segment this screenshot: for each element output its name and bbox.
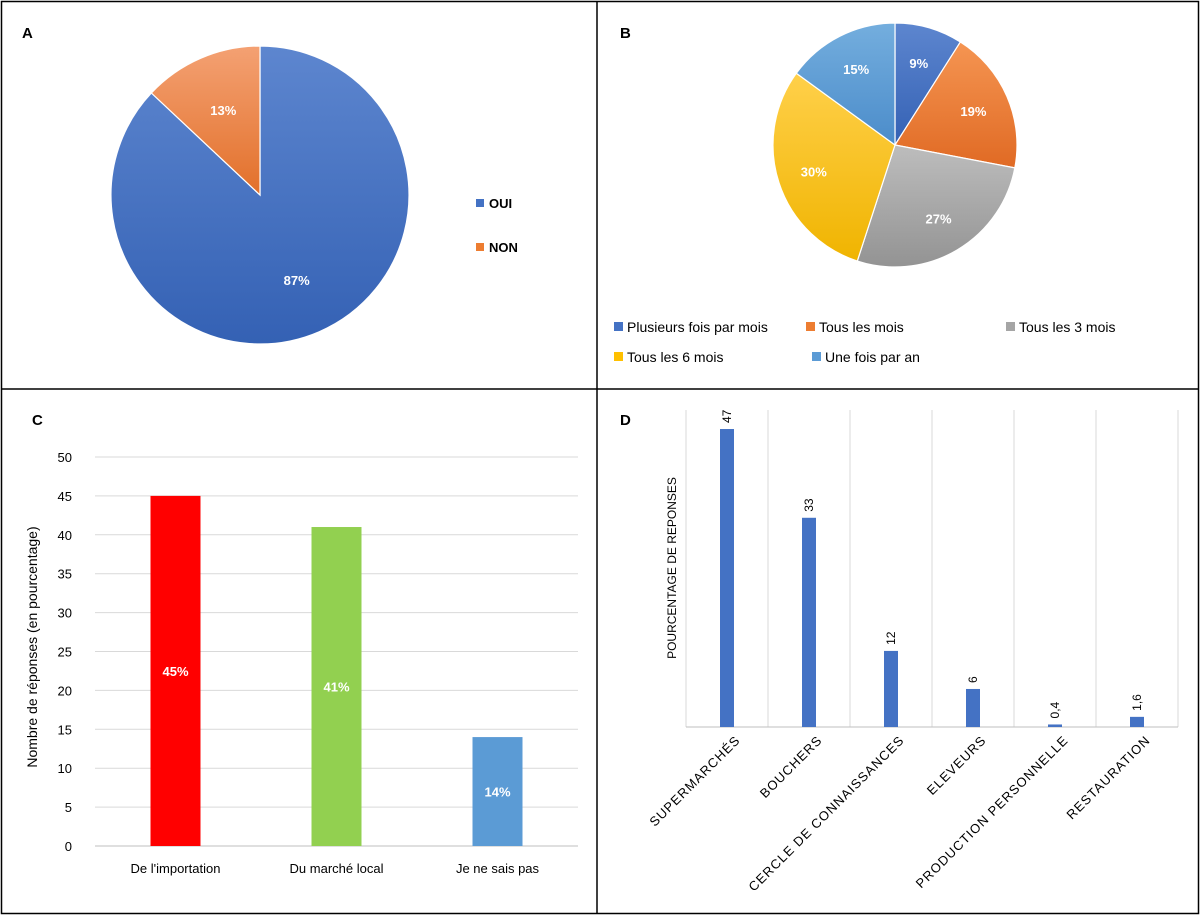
panel-d-x-tick-2: CERCLE DE CONNAISSANCES [745,733,907,895]
panel-d-bar-0 [720,429,734,727]
panel-d-bar-5 [1130,716,1144,727]
panel-c-x-tick-0: De l'importation [131,861,221,876]
legend-a-oui-label: OUI [489,196,512,211]
legend-b-label-1: Tous les mois [819,319,904,335]
panel-d-value-label-3: 6 [966,676,980,683]
panel-d-value-label-1: 33 [802,498,816,512]
pie-b-slice-une-fois-par-an [795,22,896,147]
panel-c-bar-chart: 0 5 10 15 20 25 30 35 40 45 50 45% 41% 14% De l'impo… [24,450,578,876]
legend-b-label-4: Une fois par an [825,349,920,365]
pie-b-data-label-2: 27% [925,212,951,227]
panel-d-value-label-4: 0,4 [1048,701,1062,718]
panel-d-bar-2 [884,650,898,727]
panel-c-y-tick-25: 25 [58,645,72,660]
panel-c-y-tick-50: 50 [58,450,72,465]
pie-b-slice-tous-les-mois [894,41,1018,169]
panel-c-bar-0 [150,495,201,846]
panel-c-y-tick-35: 35 [58,567,72,582]
panel-c-x-tick-1: Du marché local [290,861,384,876]
panel-c-y-tick-40: 40 [58,528,72,543]
panel-a-legend: OUI NON [476,196,518,255]
panel-d-value-label-5: 1,6 [1130,694,1144,711]
panel-letter-d: D [620,412,631,429]
panel-c-y-tick-15: 15 [58,722,72,737]
panel-d-x-tick-3: ELEVEURS [924,733,989,798]
pie-b-data-label-3: 30% [801,164,827,179]
panel-c-y-tick-20: 20 [58,683,72,698]
legend-b-swatch-0 [614,322,623,331]
panel-b-legend: Plusieurs fois par mois Tous les mois To… [614,319,1115,365]
pie-b-slice-tous-les-3-mois [856,144,1016,268]
pie-b-data-label-1: 19% [960,104,986,119]
pie-a-data-label-1: 13% [210,103,236,118]
panel-d-bar-4 [1048,724,1062,727]
legend-b-label-0: Plusieurs fois par mois [627,319,768,335]
pie-a-slice-oui [110,45,410,345]
panel-c-y-tick-30: 30 [58,606,72,621]
panel-c-x-tick-2: Je ne sais pas [456,861,540,876]
panel-c-bar-2 [472,737,523,846]
panel-d-x-tick-1: BOUCHERS [757,733,825,801]
panel-c-y-tick-45: 45 [58,489,72,504]
panel-d-bar-1 [802,517,816,727]
pie-b-slice-tous-les-6-mois [772,72,896,262]
panel-d-x-tick-4: PRODUCTION PERSONNELLE [913,733,1071,891]
panel-c-bar-label-0: 45% [162,664,188,679]
pie-b-data-label-0: 9% [909,56,928,71]
legend-b-swatch-2 [1006,322,1015,331]
legend-b-label-2: Tous les 3 mois [1019,319,1115,335]
legend-b-swatch-4 [812,352,821,361]
panel-c-y-tick-5: 5 [65,800,72,815]
panel-c-y-axis-title: Nombre de réponses (en pourcentage) [24,526,40,767]
panel-d-value-label-2: 12 [884,631,898,645]
legend-b-swatch-1 [806,322,815,331]
legend-a-non-swatch [476,243,484,251]
legend-a-oui-swatch [476,199,484,207]
panel-d-value-label-0: 47 [720,409,734,423]
pie-a-slice-non [150,45,261,197]
pie-b-data-label-4: 15% [843,62,869,77]
legend-b-label-3: Tous les 6 mois [627,349,723,365]
panel-a-pie-chart: 87% 13% OUI NON [110,45,518,345]
panel-c-bar-label-1: 41% [323,680,349,695]
panel-letter-a: A [22,25,33,42]
panel-d-x-tick-0: SUPERMARCHÉS [646,733,743,830]
panel-letter-c: C [32,412,43,429]
panel-d-bar-3 [966,688,980,727]
legend-b-swatch-3 [614,352,623,361]
pie-a-data-label-0: 87% [284,273,310,288]
panel-c-y-tick-0: 0 [65,839,72,854]
panel-d-x-tick-5: RESTAURATION [1063,733,1153,823]
legend-a-non-label: NON [489,240,518,255]
panel-b-pie-chart: 9% 19% 27% 30% 15% Plusieurs fois par mois T… [614,22,1115,365]
panel-c-bar-1 [311,527,362,846]
panel-d-bar-chart: 47 33 12 6 0,4 1,6 SUPERMARCHÉS BOUCHERSCERCLE… [646,409,1179,895]
panel-d-y-axis-title: POURCENTAGE DE REPONSES [665,477,679,659]
panel-letter-b: B [620,25,631,42]
panel-c-y-tick-10: 10 [58,761,72,776]
panel-c-bar-label-2: 14% [484,785,510,800]
